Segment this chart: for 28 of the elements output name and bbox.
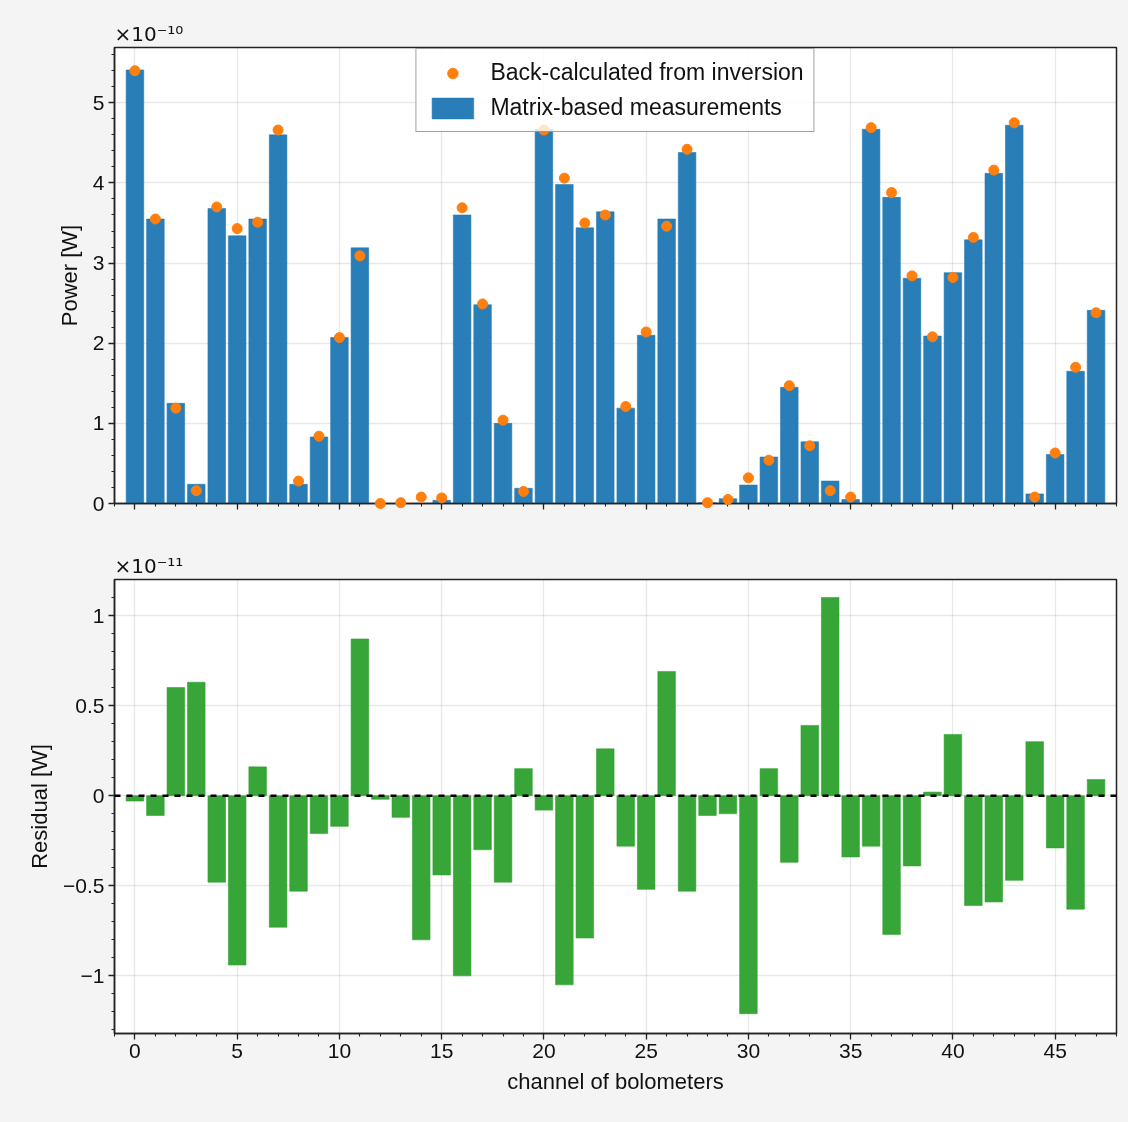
y-tick-label: 1	[92, 603, 105, 627]
y-axis-title: Power [W]	[56, 224, 82, 327]
y-tick-label: 4	[92, 170, 105, 194]
y-axis-title: Residual [W]	[27, 744, 53, 869]
y-tick-label: 0	[92, 491, 105, 515]
y-tick-label: 0	[92, 783, 105, 807]
x-tick-label: 0	[129, 1038, 141, 1062]
x-axis-title: channel of bolometers	[507, 1068, 724, 1094]
x-tick-label: 5	[231, 1038, 244, 1062]
x-tick-label: 20	[532, 1038, 556, 1062]
x-tick-label: 15	[430, 1038, 454, 1062]
legend-label: Matrix-based measurements	[490, 94, 782, 121]
x-tick-label: 35	[838, 1038, 863, 1062]
y-tick-label: 1	[92, 411, 105, 435]
x-tick-label: 40	[941, 1038, 965, 1062]
y-tick-label: −1	[80, 963, 105, 987]
y-tick-label: 3	[92, 251, 105, 275]
x-tick-label: 30	[736, 1038, 761, 1062]
text: ×10⁻¹⁰	[114, 21, 184, 46]
y-tick-label: 0.5	[75, 693, 105, 717]
x-tick-label: 25	[634, 1038, 658, 1062]
y-tick-label: 5	[92, 90, 105, 114]
text: ×10⁻¹¹	[114, 553, 184, 578]
y-tick-label: −0.5	[63, 873, 105, 897]
y-tick-label: 2	[92, 331, 105, 355]
x-tick-label: 10	[327, 1038, 352, 1062]
x-tick-label: 45	[1043, 1038, 1067, 1062]
legend-label: Back-calculated from inversion	[490, 59, 804, 86]
